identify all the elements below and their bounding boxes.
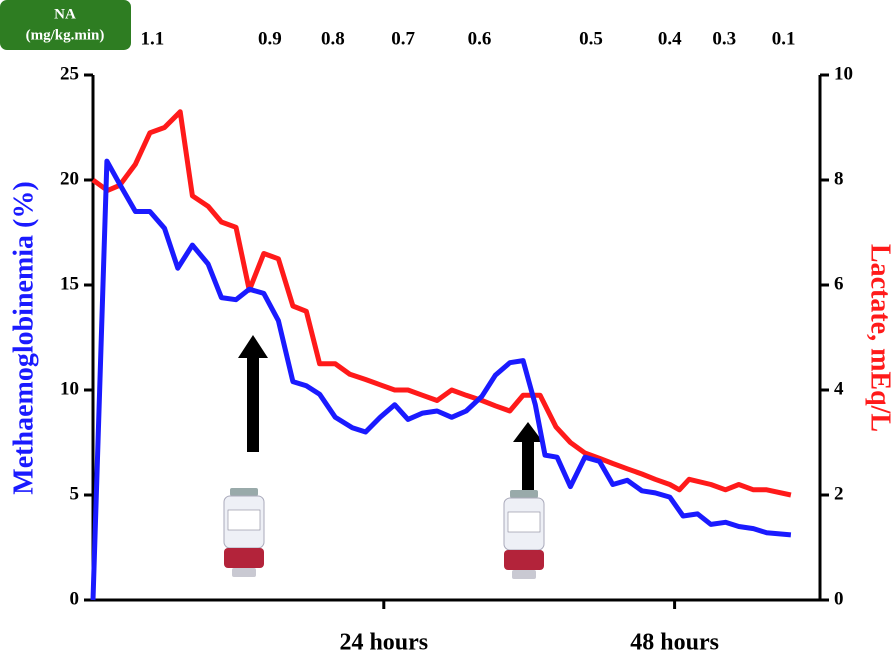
y-axis-title: Methaemoglobinemia (%) [8,181,39,494]
data-line [91,109,792,498]
x-tick-label: 48 hours [630,630,719,656]
y2-tick-label: 0 [834,588,844,609]
y-tick-label: 0 [70,588,80,609]
y2-tick-label: 10 [834,63,853,84]
na-dose-label: 0.1 [772,28,796,49]
cartridge-icon [503,490,545,579]
arrow [238,335,268,452]
y-tick-label: 5 [70,483,80,504]
na-dose-label: 0.6 [468,28,492,49]
na-dose-label: 1.1 [140,28,164,49]
na-dose-label: 0.7 [391,28,415,49]
y-tick-label: 10 [60,378,79,399]
na-box [0,0,131,50]
na-dose-label: 0.4 [658,28,682,49]
x-tick-label: 24 hours [339,630,428,656]
y2-tick-label: 6 [834,273,844,294]
cartridge-icon [223,488,265,577]
na-dose-label: 0.8 [321,28,345,49]
y-tick-label: 25 [60,63,79,84]
data-line [90,158,792,601]
na-title: NA [54,6,76,22]
na-dose-label: 0.9 [258,28,282,49]
arrow [513,422,543,497]
y-tick-label: 15 [60,273,79,294]
na-dose-label: 0.5 [579,28,603,49]
y2-axis-title: Lactate, mEq/L [865,244,896,432]
y-tick-label: 20 [60,168,79,189]
na-unit: (mg/kg.min) [26,27,105,43]
y2-tick-label: 2 [834,483,844,504]
y2-tick-label: 8 [834,168,844,189]
na-dose-label: 0.3 [712,28,736,49]
y2-tick-label: 4 [834,378,844,399]
